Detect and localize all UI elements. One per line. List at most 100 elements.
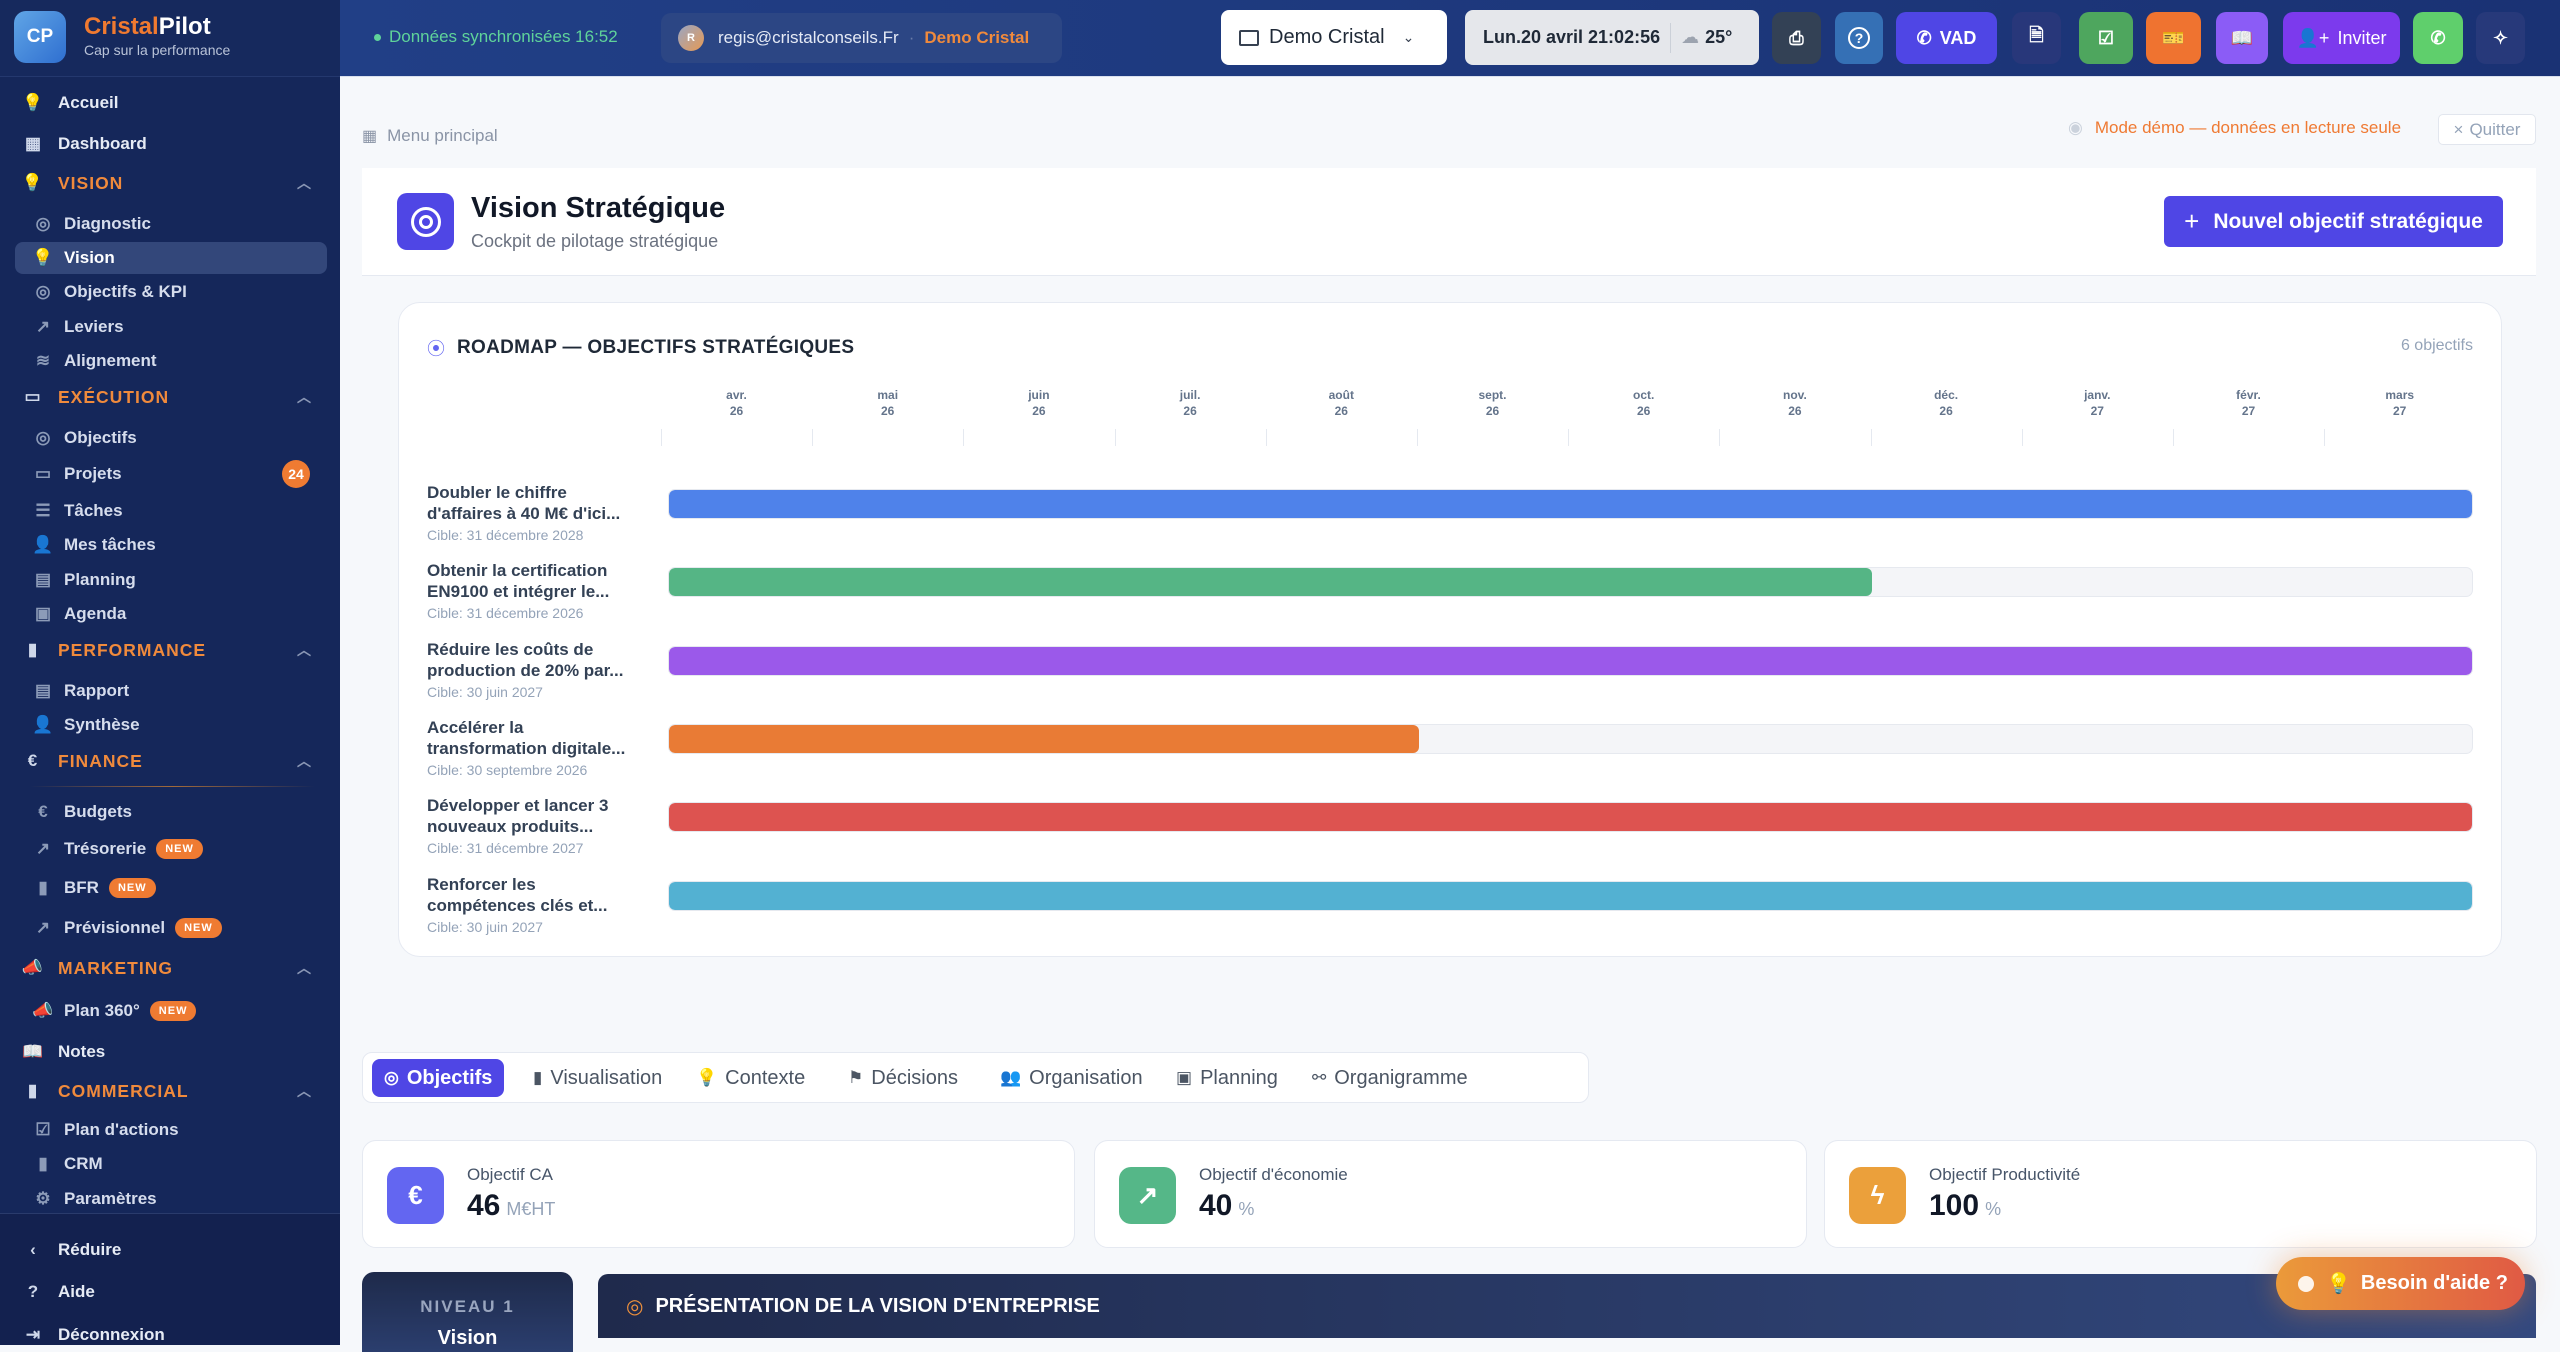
x-tick-label: juil. 26	[1115, 387, 1266, 419]
tab-organisation[interactable]: 👥 Organisation	[1000, 1059, 1143, 1097]
x-tick-label: juin 26	[963, 387, 1114, 419]
sidebar-help-button[interactable]: ? Aide	[0, 1276, 340, 1308]
workspace-select[interactable]: Demo Cristal ⌄	[1221, 10, 1447, 65]
objective-bar-track[interactable]	[668, 645, 2473, 676]
ai-button[interactable]: ✧	[2476, 12, 2525, 64]
sidebar-item-rapport[interactable]: ▤ Rapport	[0, 675, 340, 707]
sidebar-item-label: Aide	[58, 1282, 95, 1301]
datetime-weather: Lun.20 avril 21:02:56 ☁ 25°	[1465, 10, 1759, 65]
sidebar-item-plan-d-actions[interactable]: ☑ Plan d'actions	[0, 1114, 340, 1146]
objective-target-date: Cible: 30 juin 2027	[427, 918, 543, 935]
sidebar-logout-button[interactable]: ⇥ Déconnexion	[0, 1319, 340, 1345]
user-email: regis@cristalconseils.Fr	[718, 28, 899, 47]
sidebar-item-vision[interactable]: 💡 Vision	[15, 242, 327, 274]
sidebar-item-label: PERFORMANCE	[58, 639, 207, 660]
target-icon: ◎	[35, 214, 51, 233]
quit-demo-button[interactable]: × Quitter	[2438, 114, 2536, 145]
vad-button[interactable]: ✆ VAD	[1896, 12, 1997, 64]
sidebar-section-performance[interactable]: ▮ PERFORMANCE ︿	[0, 634, 340, 666]
objective-title[interactable]: Doubler le chiffre d'affaires à 40 M€ d'…	[427, 483, 621, 523]
invite-button[interactable]: 👤+ Inviter	[2283, 12, 2400, 64]
objective-target-date: Cible: 31 décembre 2028	[427, 527, 584, 543]
sidebar-item-projets[interactable]: ▭ Projets 24	[0, 458, 340, 490]
sidebar-item-crm[interactable]: ▮ CRM	[0, 1148, 340, 1180]
ticket-button[interactable]: 🎫	[2146, 12, 2201, 64]
sidebar-section-execution[interactable]: ▭ EXÉCUTION ︿	[0, 381, 340, 413]
dashboard-icon: ▦	[24, 134, 42, 153]
tab-organigramme[interactable]: ⚯ Organigramme	[1312, 1059, 1468, 1097]
sidebar-item-plan-360[interactable]: 📣 Plan 360° NEW	[0, 995, 340, 1027]
document-button[interactable]: 🗎	[2012, 12, 2061, 64]
tick-year: 26	[1788, 404, 1802, 418]
lightbulb-icon: 💡	[32, 248, 54, 267]
user-pill[interactable]: R regis@cristalconseils.Fr · Demo Crista…	[661, 13, 1062, 63]
objective-bar-track[interactable]	[668, 567, 2473, 598]
calendar-icon: ▣	[1176, 1068, 1193, 1087]
sidebar-item-taches[interactable]: ☰ Tâches	[0, 495, 340, 527]
tick-year: 26	[729, 404, 744, 418]
sidebar-section-finance[interactable]: € FINANCE ︿	[0, 745, 340, 777]
sidebar-item-agenda[interactable]: ▣ Agenda	[0, 598, 340, 630]
objective-title[interactable]: Renforcer les compétences clés et...	[427, 874, 608, 915]
trending-up-icon: ↗	[35, 839, 51, 858]
x-tick-label: sept. 26	[1417, 387, 1568, 419]
sidebar-item-tresorerie[interactable]: ↗ Trésorerie NEW	[0, 833, 340, 865]
print-button[interactable]: ⎙	[1772, 12, 1821, 64]
sidebar-item-accueil[interactable]: 💡 Accueil	[0, 87, 340, 119]
sidebar-item-label: Plan 360°	[64, 1001, 140, 1020]
tick-month: juil.	[1179, 388, 1201, 402]
sidebar-section-marketing[interactable]: 📣 MARKETING ︿	[0, 952, 340, 984]
sidebar-reduce-button[interactable]: ‹ Réduire	[0, 1234, 340, 1266]
ticket-icon: 🎫	[2162, 27, 2185, 48]
sidebar-item-alignement[interactable]: ≋ Alignement	[0, 345, 340, 377]
sidebar-section-commercial[interactable]: ▮ COMMERCIAL ︿	[0, 1075, 340, 1107]
objective-bar-track[interactable]	[668, 802, 2473, 833]
target-icon	[397, 193, 454, 250]
sidebar-item-synthese[interactable]: 👤 Synthèse	[0, 709, 340, 741]
sidebar-item-label: VISION	[58, 172, 124, 193]
objective-bar-track[interactable]	[668, 489, 2473, 519]
sidebar-section-vision[interactable]: 💡 VISION ︿	[0, 167, 340, 199]
whatsapp-button[interactable]: ✆	[2413, 12, 2463, 64]
sidebar-item-previsionnel[interactable]: ↗ Prévisionnel NEW	[0, 912, 340, 944]
sidebar-item-budgets[interactable]: € Budgets	[0, 796, 340, 828]
breadcrumb-menu-principal[interactable]: ▦ Menu principal	[362, 126, 498, 146]
tab-contexte[interactable]: 💡 Contexte	[696, 1059, 805, 1097]
sidebar-item-label: Déconnexion	[58, 1325, 165, 1344]
logout-icon: ⇥	[25, 1325, 41, 1344]
objective-bar-track[interactable]	[668, 880, 2473, 911]
tasks-button[interactable]: ☑	[2079, 12, 2133, 64]
help-button[interactable]: ?	[1835, 12, 1883, 64]
sidebar-item-objectifs-kpi[interactable]: ◎ Objectifs & KPI	[0, 276, 340, 308]
sidebar-item-parametres[interactable]: ⚙ Paramètres	[0, 1183, 340, 1215]
sidebar-item-leviers[interactable]: ↗ Leviers	[0, 311, 340, 343]
sidebar-item-diagnostic[interactable]: ◎ Diagnostic	[0, 208, 340, 240]
objective-title[interactable]: Obtenir la certification EN9100 et intég…	[427, 561, 610, 602]
sidebar-item-planning[interactable]: ▤ Planning	[0, 564, 340, 596]
sidebar-item-objectifs[interactable]: ◎ Objectifs	[0, 422, 340, 454]
euro-icon: €	[38, 802, 48, 821]
objective-title[interactable]: Développer et lancer 3 nouveaux produits…	[427, 796, 609, 837]
sidebar-item-notes[interactable]: 📖 Notes	[0, 1036, 340, 1068]
target-icon: ◎	[384, 1068, 399, 1087]
help-chat-button[interactable]: 💡 Besoin d'aide ?	[2276, 1257, 2525, 1310]
sidebar-item-bfr[interactable]: ▮ BFR NEW	[0, 872, 340, 904]
objective-title[interactable]: Accélérer la transformation digitale...	[427, 717, 626, 758]
new-objective-button[interactable]: + Nouvel objectif stratégique	[2164, 196, 2503, 247]
tab-visualisation[interactable]: ▮ Visualisation	[533, 1059, 662, 1097]
tick-month: nov.	[1783, 388, 1807, 402]
objective-bar	[669, 803, 2472, 832]
megaphone-icon: 📣	[32, 1001, 54, 1020]
tab-planning[interactable]: ▣ Planning	[1176, 1059, 1278, 1097]
bar-chart-icon: ▮	[27, 1081, 39, 1100]
tab-decisions[interactable]: ⚑ Décisions	[848, 1059, 958, 1097]
tab-objectifs[interactable]: ◎ Objectifs	[372, 1059, 505, 1097]
map-pin-icon: ⦿	[427, 339, 445, 359]
sidebar-item-mes-taches[interactable]: 👤 Mes tâches	[0, 529, 340, 561]
sidebar-item-dashboard[interactable]: ▦ Dashboard	[0, 128, 340, 160]
folder-kanban-icon: ▭	[34, 464, 52, 483]
timeline-gridline	[1568, 429, 1570, 446]
objective-title[interactable]: Réduire les coûts de production de 20% p…	[427, 639, 624, 680]
objective-bar-track[interactable]	[668, 723, 2473, 754]
book-button[interactable]: 📖	[2216, 12, 2268, 64]
